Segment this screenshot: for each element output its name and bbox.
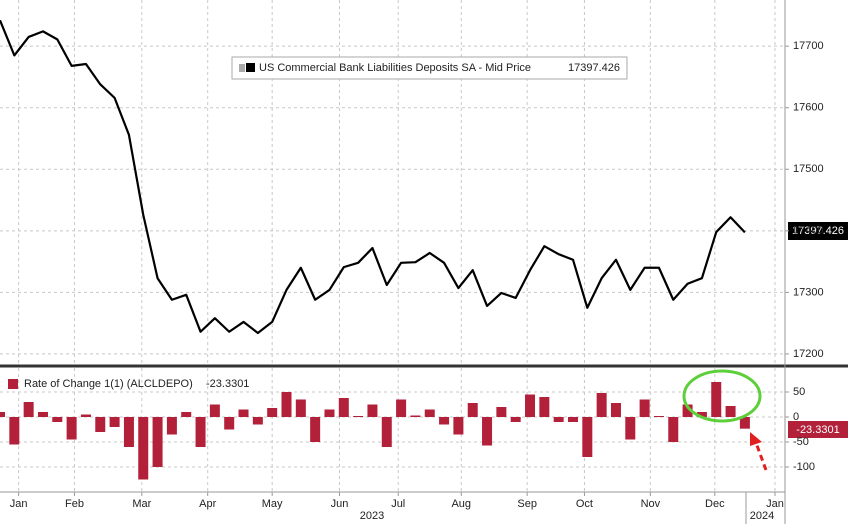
bottom-legend: Rate of Change 1(1) (ALCLDEPO) -23.3301: [8, 378, 249, 390]
bar: [95, 417, 106, 432]
bar: [353, 416, 364, 417]
y-tick-label: 17400: [793, 225, 824, 237]
bar: [80, 414, 91, 417]
x-tick-label: Dec: [705, 498, 725, 510]
bar: [496, 407, 507, 417]
x-tick-label: May: [262, 498, 283, 510]
bar: [152, 417, 163, 467]
bar: [138, 417, 149, 480]
bar: [224, 417, 235, 430]
year-label: 2023: [360, 510, 384, 522]
bar: [596, 393, 607, 417]
bar: [482, 417, 493, 446]
bar: [610, 403, 621, 417]
y-tick-label: 50: [793, 386, 805, 398]
bar: [209, 404, 220, 417]
last-value-badge: [788, 222, 848, 240]
legend-swatch: [246, 63, 255, 72]
legend-label: Rate of Change 1(1) (ALCLDEPO): [24, 378, 193, 390]
y-tick-label: 0: [793, 411, 799, 423]
grid-layer: [0, 0, 785, 492]
bar: [9, 417, 20, 445]
x-tick-label: Jan: [10, 498, 28, 510]
highlight-ellipse: [682, 369, 762, 423]
annotation-arrowhead: [750, 432, 762, 446]
bar: [310, 417, 321, 442]
y-tick-label: -50: [793, 436, 809, 448]
x-tick-label: Aug: [451, 498, 471, 510]
legend-label: US Commercial Bank Liabilities Deposits …: [259, 62, 531, 74]
x-tick-label: Jun: [331, 498, 349, 510]
y-tick-label: 17300: [793, 286, 824, 298]
y-tick-label: -100: [793, 461, 815, 473]
bar: [424, 409, 435, 417]
bar: [711, 382, 722, 417]
bar: [166, 417, 177, 435]
bar: [281, 392, 292, 417]
bar: [66, 417, 77, 440]
bar: [439, 417, 450, 425]
y-tick-label: 17500: [793, 163, 824, 175]
line-series: [0, 19, 746, 335]
last-value-label: 17397.426: [792, 225, 844, 237]
bar: [23, 402, 34, 417]
bar: [267, 408, 278, 417]
bar: [725, 406, 736, 417]
bar: [696, 412, 707, 417]
legend-box: [231, 56, 628, 80]
legend-swatch: [8, 379, 18, 389]
bar: [37, 412, 48, 417]
bar: [582, 417, 593, 457]
x-tick-label: Sep: [517, 498, 537, 510]
annotation-arrow: [753, 439, 768, 471]
bar: [238, 409, 249, 417]
bar: [252, 417, 263, 425]
last-value-badge: [788, 421, 848, 438]
bar: [525, 394, 536, 417]
bar: [539, 397, 550, 417]
x-tick-label: Nov: [641, 498, 661, 510]
bar: [181, 412, 192, 417]
bar: [653, 416, 664, 417]
bar: [123, 417, 134, 447]
x-tick-label: Jul: [391, 498, 405, 510]
y-tick-label: 17700: [793, 40, 824, 52]
legend-swatch: [239, 64, 245, 72]
bar: [324, 409, 335, 417]
bar: [668, 417, 679, 442]
bar: [396, 399, 407, 417]
x-tick-label: Oct: [576, 498, 593, 510]
bar: [295, 399, 306, 417]
legend-value: 17397.426: [568, 62, 620, 74]
bar: [739, 417, 750, 429]
marks-layer: [0, 19, 750, 480]
x-tick-label: Jan: [766, 498, 784, 510]
bar: [510, 417, 521, 422]
bar: [381, 417, 392, 447]
year-label: 2024: [750, 510, 774, 522]
y-tick-label: 17200: [793, 348, 824, 360]
legend-value: -23.3301: [206, 378, 249, 390]
bar: [52, 417, 63, 422]
x-tick-label: Apr: [199, 498, 216, 510]
bar: [639, 399, 650, 417]
bar: [467, 403, 478, 417]
bar: [682, 404, 693, 417]
bar: [195, 417, 206, 447]
x-tick-label: Feb: [65, 498, 84, 510]
bar: [625, 417, 636, 440]
bar: [367, 404, 378, 417]
bar: [0, 412, 5, 417]
bar: [109, 417, 120, 427]
top-legend: US Commercial Bank Liabilities Deposits …: [231, 56, 628, 80]
last-value-label: -23.3301: [796, 424, 839, 436]
bar: [553, 417, 564, 422]
bar: [567, 417, 578, 422]
bar: [338, 398, 349, 417]
bar: [453, 417, 464, 435]
y-tick-label: 17600: [793, 102, 824, 114]
x-tick-label: Mar: [132, 498, 151, 510]
bar: [410, 415, 421, 417]
